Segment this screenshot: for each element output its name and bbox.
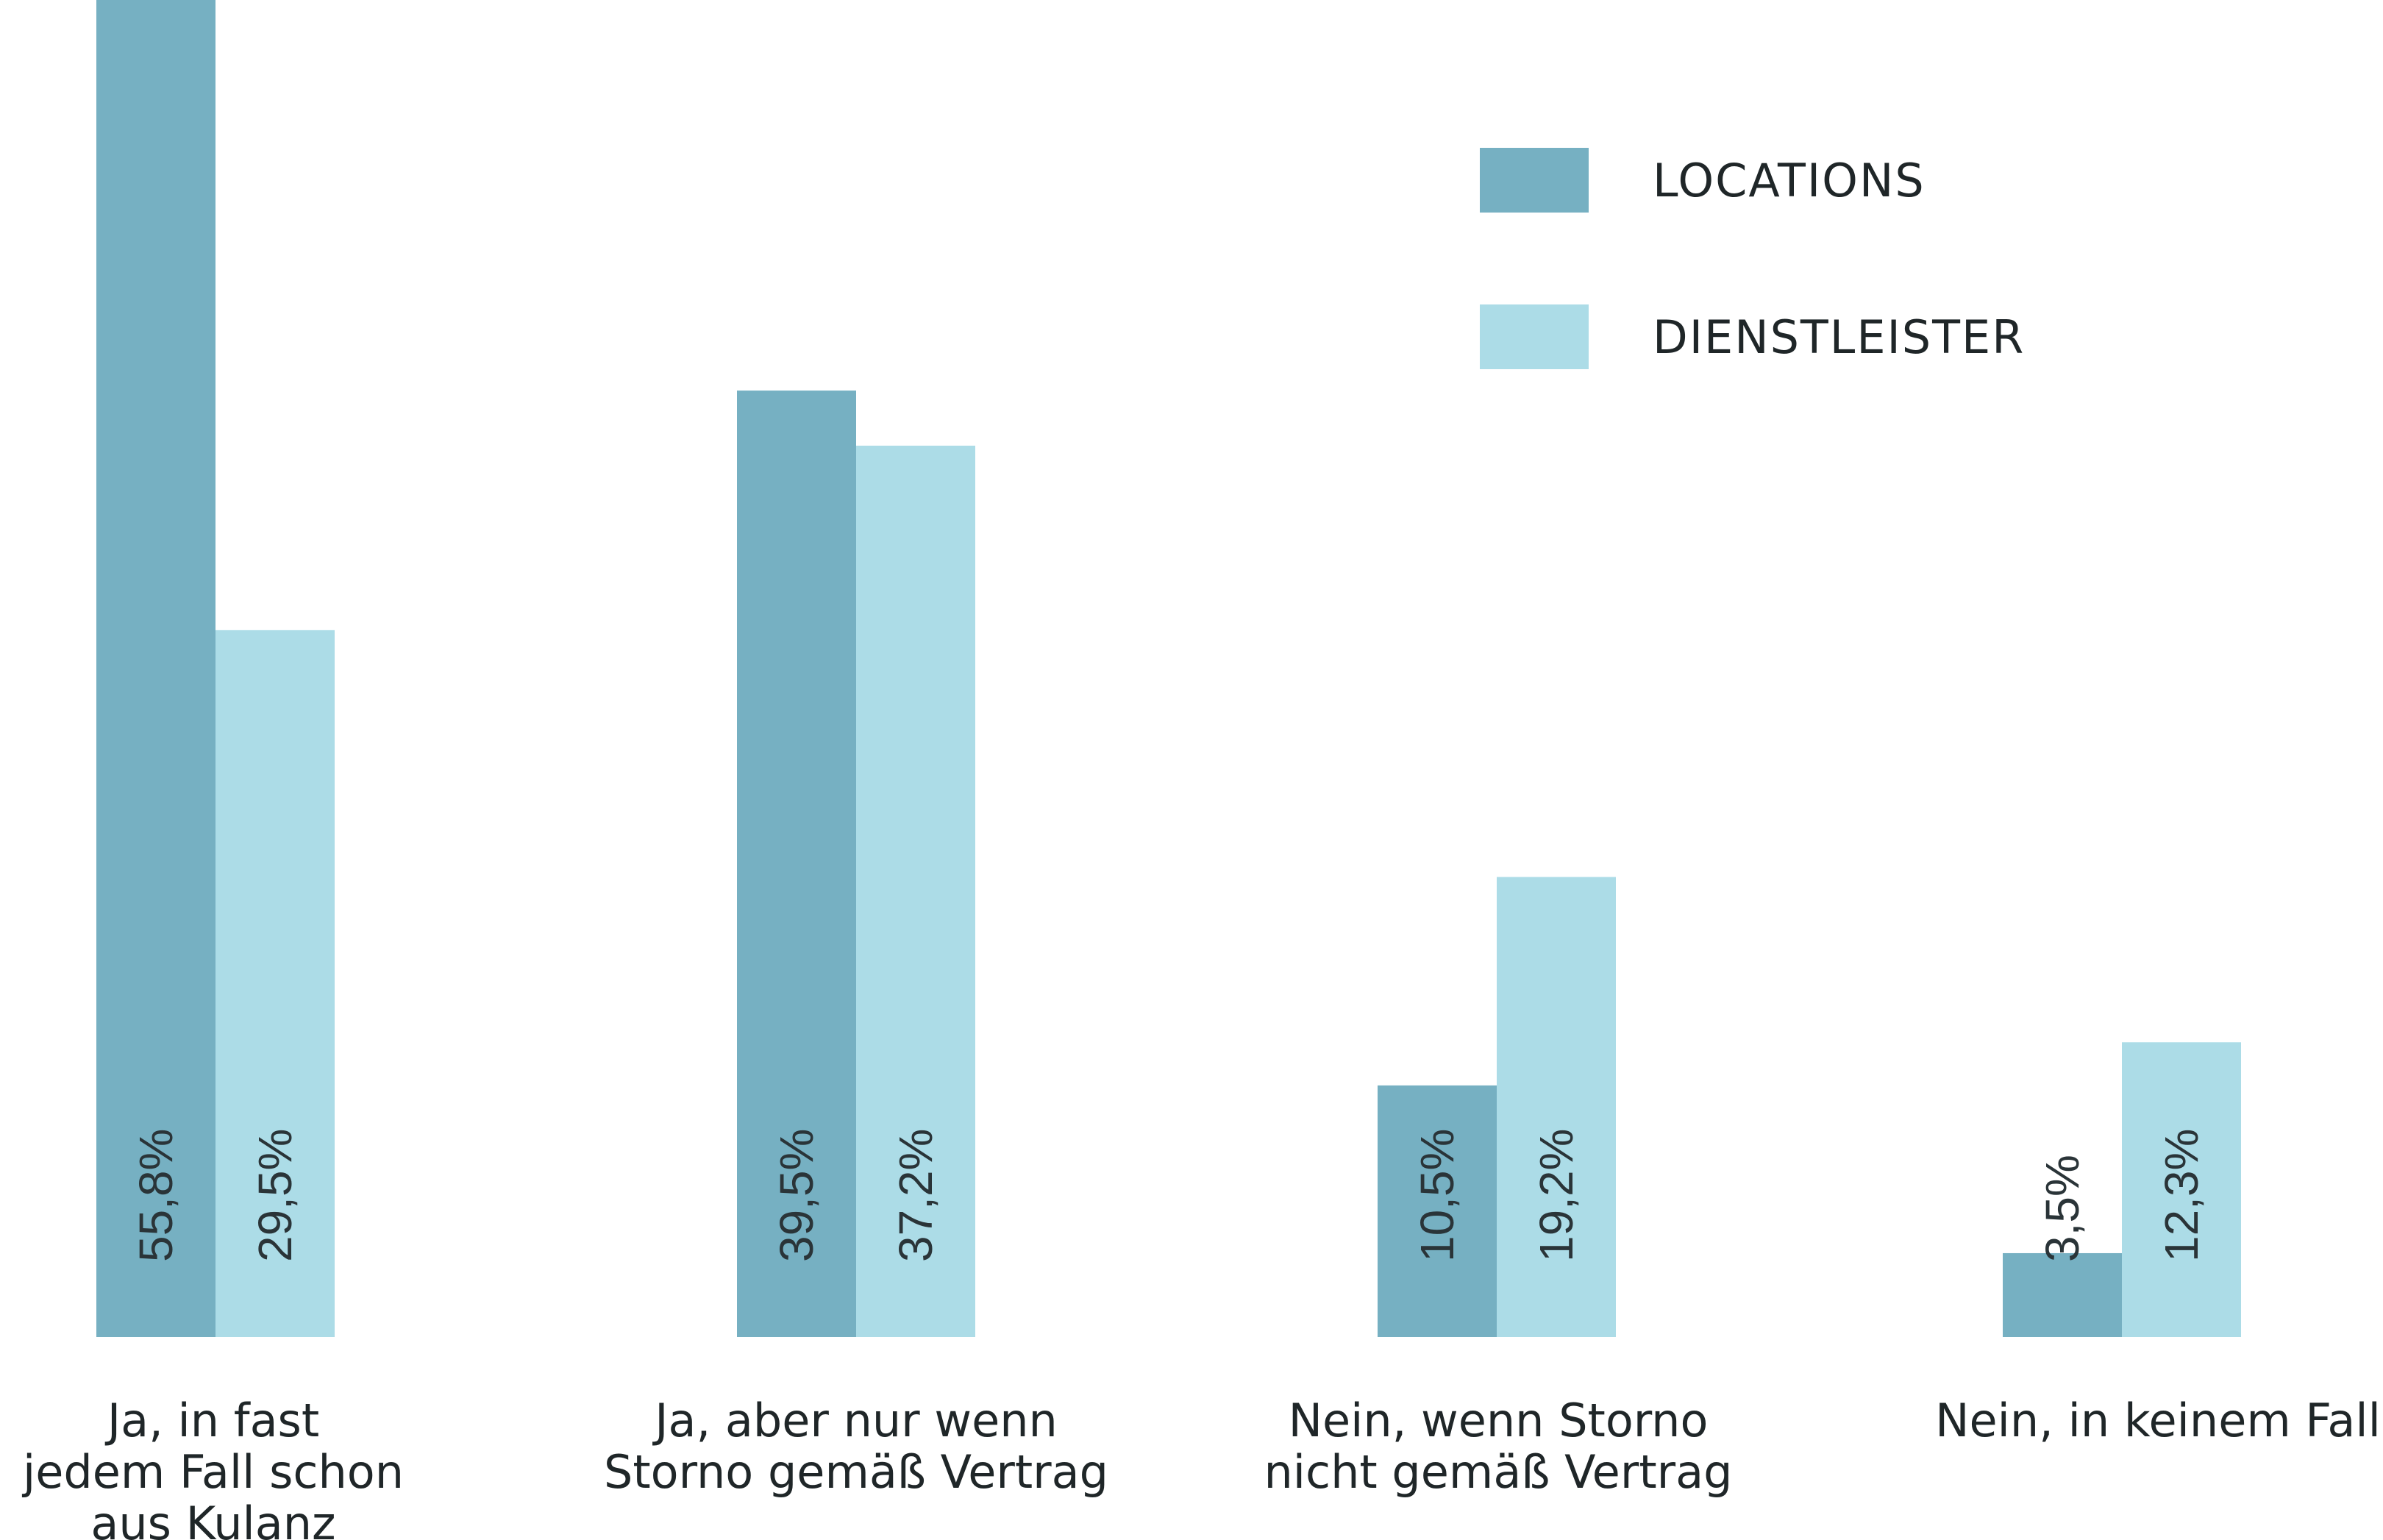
value-label-dienstleister-3: 12,3% xyxy=(2155,1129,2208,1262)
value-label-locations-3: 3,5% xyxy=(2036,1155,2089,1262)
value-label-locations-0: 55,8% xyxy=(129,1129,182,1262)
value-label-dienstleister-1: 37,2% xyxy=(889,1129,942,1262)
bar-locations-0 xyxy=(96,0,215,1337)
bars-group xyxy=(96,0,2241,1338)
value-label-locations-2: 10,5% xyxy=(1411,1129,1464,1262)
legend-label-locations: LOCATIONS xyxy=(1653,154,1926,207)
value-label-locations-1: 39,5% xyxy=(770,1129,823,1262)
value-labels-group: 55,8% 29,5% 39,5% 37,2% 10,5% 19,2% 3,5% 12,3% xyxy=(129,1129,2208,1262)
bar-dienstleister-0 xyxy=(215,630,335,1337)
bar-dienstleister-2 xyxy=(1497,877,1616,1337)
category-label-2-line-0: Nein, wenn Storno xyxy=(1289,1394,1709,1447)
category-label-0-line-2: aus Kulanz xyxy=(90,1497,335,1540)
category-label-3-line-0: Nein, in keinem Fall xyxy=(1935,1394,2381,1447)
legend: LOCATIONS DIENSTLEISTER xyxy=(1480,148,2025,369)
bar-dienstleister-1 xyxy=(856,446,975,1337)
value-label-dienstleister-2: 19,2% xyxy=(1530,1129,1583,1262)
legend-swatch-dienstleister xyxy=(1480,304,1589,369)
category-label-0-line-0: Ja, in fast xyxy=(104,1394,319,1447)
category-label-0-line-1: jedem Fall schon xyxy=(21,1445,404,1499)
legend-label-dienstleister: DIENSTLEISTER xyxy=(1653,310,2025,364)
category-label-2-line-1: nicht gemäß Vertrag xyxy=(1264,1445,1733,1499)
bar-locations-3 xyxy=(2003,1252,2122,1337)
category-label-1-line-0: Ja, aber nur wenn xyxy=(652,1394,1058,1447)
bar-locations-2 xyxy=(1378,1085,1497,1337)
legend-swatch-locations xyxy=(1480,148,1589,213)
bar-locations-1 xyxy=(737,391,856,1338)
category-label-1-line-1: Storno gemäß Vertrag xyxy=(604,1445,1108,1499)
value-label-dienstleister-0: 29,5% xyxy=(249,1129,302,1262)
bar-dienstleister-3 xyxy=(2122,1042,2241,1337)
